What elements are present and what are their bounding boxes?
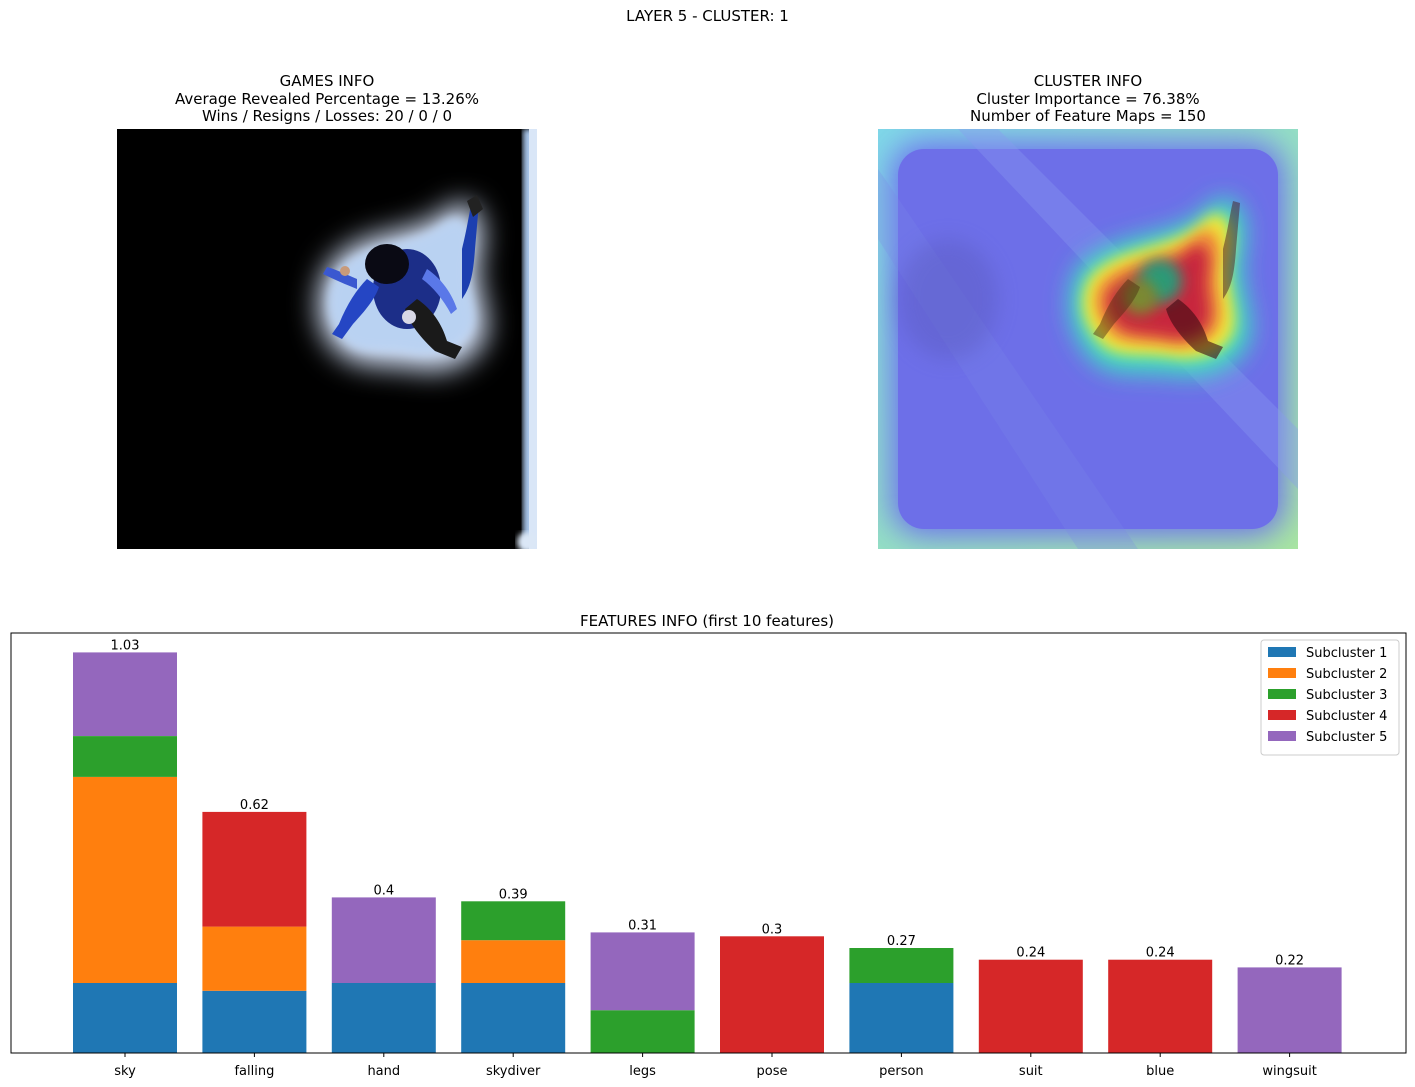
x-tick-label-wingsuit: wingsuit	[1262, 1064, 1316, 1079]
legend-label-subcluster-4: Subcluster 4	[1306, 709, 1387, 724]
cluster-info-title: CLUSTER INFO	[1033, 72, 1143, 90]
x-tick-label-sky: sky	[114, 1064, 136, 1079]
figure-suptitle: LAYER 5 - CLUSTER: 1	[626, 7, 789, 25]
cluster-info-importance: Cluster Importance = 76.38%	[976, 89, 1200, 108]
x-tick-label-hand: hand	[367, 1064, 400, 1079]
games-info-title: GAMES INFO	[279, 72, 375, 90]
legend-label-subcluster-3: Subcluster 3	[1306, 688, 1387, 703]
bars-group	[73, 652, 1342, 1053]
bar-hand-subcluster-1	[331, 983, 436, 1053]
cluster-info-title-block: CLUSTER INFO Cluster Importance = 76.38%…	[878, 72, 1298, 126]
legend-swatch-subcluster-5	[1268, 731, 1296, 741]
x-tick-label-suit: suit	[1019, 1064, 1043, 1079]
x-tick-label-skydiver: skydiver	[486, 1064, 541, 1079]
legend-label-subcluster-1: Subcluster 1	[1306, 646, 1387, 661]
total-label-wingsuit: 0.22	[1275, 953, 1304, 968]
total-label-legs: 0.31	[628, 918, 657, 933]
cluster-heatmap-image	[878, 129, 1298, 549]
total-labels-group: 1.03 0.62 0.4 0.39 0.31 0.3 0.27 0.24 0.24 0.22	[111, 638, 1305, 968]
bar-wingsuit-subcluster-5	[1237, 967, 1342, 1053]
chart-title: FEATURES INFO (first 10 features)	[580, 612, 834, 630]
bar-sky-subcluster-3	[73, 736, 177, 777]
bar-skydiver-subcluster-3	[461, 901, 566, 941]
bar-person-subcluster-3	[849, 948, 954, 983]
legend: Subcluster 1 Subcluster 2 Subcluster 3 Subc…	[1260, 639, 1400, 756]
bar-pose-subcluster-4	[720, 936, 824, 1053]
bar-legs-subcluster-3	[590, 1010, 695, 1053]
cluster-info-feature-maps: Number of Feature Maps = 150	[970, 107, 1206, 125]
legend-box	[1260, 639, 1400, 756]
bar-skydiver-subcluster-1	[461, 983, 566, 1053]
bar-legs-subcluster-5	[590, 932, 695, 1011]
x-ticks-group: sky falling hand skydiver legs pose person suit…	[114, 1053, 1317, 1079]
legend-label-subcluster-2: Subcluster 2	[1306, 667, 1387, 682]
games-info-title-block: GAMES INFO Average Revealed Percentage =…	[117, 72, 537, 126]
bar-sky-subcluster-5	[73, 652, 177, 736]
total-label-pose: 0.3	[762, 922, 783, 937]
total-label-skydiver: 0.39	[499, 887, 528, 902]
total-label-hand: 0.4	[373, 883, 394, 898]
x-tick-label-pose: pose	[757, 1064, 788, 1079]
masked-image-svg	[117, 129, 537, 549]
plot-frame	[10, 632, 1407, 1054]
x-tick-label-legs: legs	[629, 1064, 656, 1079]
bar-falling-subcluster-1	[202, 990, 307, 1053]
legend-swatch-subcluster-2	[1268, 668, 1296, 678]
legend-label-subcluster-5: Subcluster 5	[1306, 730, 1387, 745]
bar-suit-subcluster-4	[978, 959, 1083, 1053]
heatmap-svg	[878, 129, 1298, 549]
games-info-revealed-percentage: Average Revealed Percentage = 13.26%	[174, 89, 479, 108]
bar-blue-subcluster-4	[1108, 959, 1213, 1053]
total-label-suit: 0.24	[1016, 946, 1045, 961]
skydiver-figure	[323, 195, 483, 359]
bar-falling-subcluster-2	[202, 926, 307, 991]
legend-swatch-subcluster-1	[1268, 647, 1296, 657]
bar-person-subcluster-1	[849, 983, 954, 1053]
total-label-sky: 1.03	[111, 638, 140, 653]
total-label-person: 0.27	[887, 934, 916, 949]
bar-sky-subcluster-1	[73, 983, 177, 1053]
masked-skydiver-image	[117, 129, 537, 549]
x-tick-label-person: person	[879, 1064, 924, 1079]
legend-swatch-subcluster-4	[1268, 710, 1296, 720]
bar-skydiver-subcluster-2	[461, 940, 566, 983]
legend-swatch-subcluster-3	[1268, 689, 1296, 699]
x-tick-label-blue: blue	[1146, 1064, 1174, 1079]
bar-sky-subcluster-2	[73, 776, 177, 983]
bar-hand-subcluster-5	[331, 897, 436, 983]
bar-falling-subcluster-4	[202, 811, 307, 927]
total-label-falling: 0.62	[240, 798, 269, 813]
games-info-wins-resigns-losses: Wins / Resigns / Losses: 20 / 0 / 0	[201, 107, 453, 125]
total-label-blue: 0.24	[1146, 946, 1175, 961]
x-tick-label-falling: falling	[234, 1064, 274, 1079]
